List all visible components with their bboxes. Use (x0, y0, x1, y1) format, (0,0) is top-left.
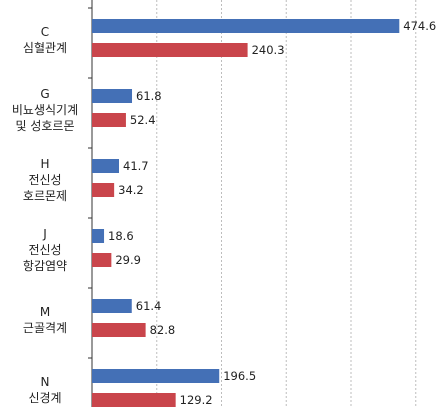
category-name-label: 심혈관계 (23, 41, 67, 55)
bar-value-label: 29.9 (115, 253, 141, 267)
category-code-label: J (42, 227, 47, 241)
category-name-label: 신경계 (28, 391, 61, 405)
category-name-label: 전신성 (28, 243, 61, 257)
bar (92, 113, 126, 127)
bar (92, 159, 120, 173)
bar (92, 89, 133, 103)
category-name-label: 전신성 (28, 173, 61, 187)
bar-value-label: 61.8 (136, 89, 162, 103)
bar (92, 253, 112, 267)
bar-value-label: 129.2 (180, 393, 213, 407)
bar-value-label: 82.8 (150, 323, 176, 337)
category-name-label: 비뇨생식기계 (12, 103, 78, 117)
bar-value-label: 41.7 (123, 159, 149, 173)
bar-value-label: 61.4 (136, 299, 162, 313)
bar-value-label: 34.2 (118, 183, 144, 197)
y-axis (88, 0, 93, 407)
labels: 474.6 61.8 41.7 18.6 61.4 196.5 240.3 52.4 34.2 2… (12, 19, 436, 407)
bar (92, 229, 105, 243)
category-name-label: 호르몬제 (23, 189, 67, 203)
bar (92, 19, 400, 33)
category-name-label: 항감염약 (23, 258, 67, 273)
bars (92, 19, 400, 407)
category-code-label: H (40, 157, 49, 171)
bar-value-label: 52.4 (130, 113, 156, 127)
bar-value-label: 196.5 (223, 369, 256, 383)
category-name-label: 및 성호르몬 (15, 119, 74, 133)
bar (92, 183, 115, 197)
bar-value-label: 474.6 (403, 19, 436, 33)
category-code-label: C (41, 25, 49, 39)
bar (92, 299, 132, 313)
category-code-label: M (40, 305, 50, 319)
category-name-label: 근골격계 (23, 321, 67, 335)
category-code-label: G (40, 87, 49, 101)
bar (92, 43, 248, 57)
bar-value-label: 240.3 (252, 43, 285, 57)
gridlines (156, 0, 417, 407)
bar (92, 393, 176, 407)
bar (92, 323, 146, 337)
category-code-label: N (41, 375, 50, 389)
bar-value-label: 18.6 (108, 229, 134, 243)
bar (92, 369, 220, 383)
